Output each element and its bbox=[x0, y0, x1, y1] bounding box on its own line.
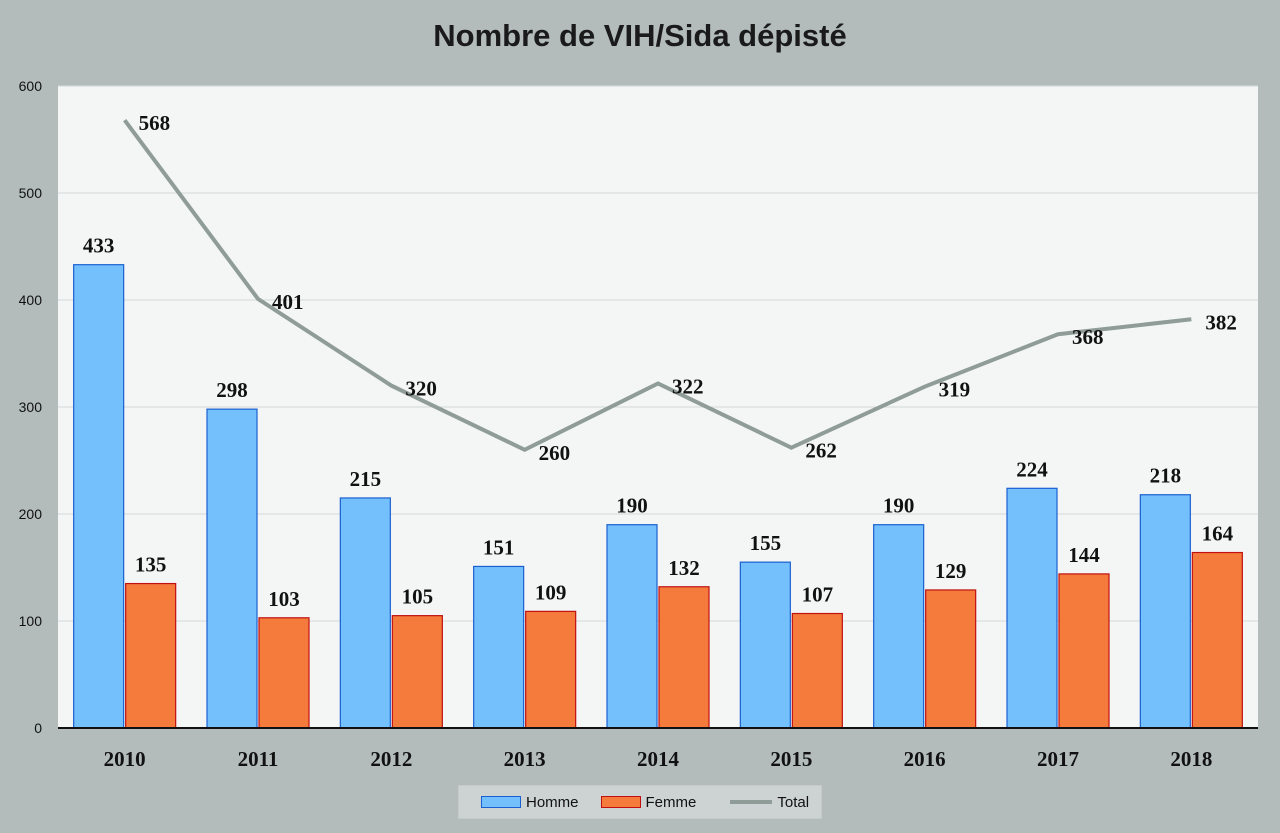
y-tick-label: 100 bbox=[19, 613, 43, 629]
legend-swatch-homme bbox=[481, 796, 521, 808]
data-label-femme: 144 bbox=[1068, 543, 1100, 567]
x-tick-label: 2016 bbox=[904, 747, 946, 771]
data-label-total: 260 bbox=[539, 441, 571, 465]
legend: Homme Femme Total bbox=[458, 785, 822, 819]
x-tick-label: 2011 bbox=[238, 747, 279, 771]
bar-femme bbox=[525, 610, 577, 729]
data-label-femme: 105 bbox=[402, 585, 434, 609]
data-label-total: 401 bbox=[272, 290, 304, 314]
bar-femme bbox=[391, 615, 443, 729]
data-label-femme: 164 bbox=[1202, 522, 1234, 546]
data-label-homme: 190 bbox=[616, 494, 648, 518]
y-tick-label: 0 bbox=[34, 720, 42, 736]
bar-femme bbox=[125, 582, 177, 729]
data-label-total: 568 bbox=[139, 111, 171, 135]
legend-label-homme: Homme bbox=[526, 793, 579, 811]
legend-swatch-femme bbox=[600, 796, 641, 808]
bar-homme bbox=[1139, 494, 1191, 729]
data-label-homme: 190 bbox=[883, 494, 915, 518]
bar-femme bbox=[258, 617, 310, 729]
data-label-femme: 109 bbox=[535, 580, 567, 604]
bar-femme bbox=[925, 589, 977, 729]
bar-femme bbox=[1058, 573, 1110, 729]
data-label-homme: 155 bbox=[750, 531, 782, 555]
legend-label-femme: Femme bbox=[645, 793, 697, 811]
data-label-total: 320 bbox=[405, 377, 437, 401]
bar-homme bbox=[606, 524, 658, 729]
data-label-femme: 135 bbox=[135, 553, 167, 577]
data-label-total: 368 bbox=[1072, 325, 1104, 349]
y-tick-label: 500 bbox=[19, 185, 43, 201]
bar-femme bbox=[1191, 551, 1243, 729]
legend-item-total: Total bbox=[718, 794, 809, 811]
data-label-femme: 103 bbox=[268, 587, 300, 611]
legend-item-femme: Femme bbox=[600, 793, 697, 811]
y-tick-label: 300 bbox=[19, 399, 43, 415]
data-label-homme: 433 bbox=[83, 234, 115, 258]
x-tick-label: 2014 bbox=[637, 747, 680, 771]
x-tick-label: 2012 bbox=[370, 747, 412, 771]
x-tick-label: 2013 bbox=[504, 747, 546, 771]
x-tick-label: 2010 bbox=[104, 747, 146, 771]
data-label-total: 322 bbox=[672, 374, 704, 398]
data-label-homme: 151 bbox=[483, 535, 515, 559]
bar-homme bbox=[339, 497, 391, 729]
data-label-total: 319 bbox=[939, 378, 971, 402]
y-tick-label: 200 bbox=[19, 506, 43, 522]
x-tick-label: 2015 bbox=[770, 747, 812, 771]
bar-homme bbox=[1006, 487, 1058, 729]
data-label-homme: 218 bbox=[1150, 464, 1182, 488]
bar-homme bbox=[473, 565, 525, 729]
data-label-homme: 298 bbox=[216, 378, 248, 402]
legend-item-homme: Homme bbox=[481, 794, 579, 811]
x-tick-label: 2017 bbox=[1037, 747, 1079, 771]
y-tick-label: 600 bbox=[19, 78, 43, 94]
y-tick-label: 400 bbox=[19, 292, 43, 308]
bar-femme bbox=[791, 612, 843, 729]
line-total bbox=[123, 119, 1192, 453]
data-label-femme: 107 bbox=[802, 583, 834, 607]
bar-homme bbox=[206, 408, 258, 729]
bar-femme bbox=[658, 586, 710, 729]
data-label-homme: 215 bbox=[350, 467, 382, 491]
bar-homme bbox=[873, 524, 925, 729]
data-label-total: 262 bbox=[805, 439, 837, 463]
legend-label-total: Total bbox=[777, 793, 810, 811]
legend-line-total bbox=[730, 800, 773, 804]
data-label-femme: 129 bbox=[935, 559, 967, 583]
data-label-total: 382 bbox=[1205, 310, 1237, 334]
bar-homme bbox=[73, 264, 125, 729]
bar-homme bbox=[739, 561, 791, 729]
chart-title: Nombre de VIH/Sida dépisté bbox=[433, 18, 847, 53]
data-label-femme: 132 bbox=[668, 556, 700, 580]
x-tick-label: 2018 bbox=[1170, 747, 1212, 771]
data-label-homme: 224 bbox=[1016, 457, 1048, 481]
